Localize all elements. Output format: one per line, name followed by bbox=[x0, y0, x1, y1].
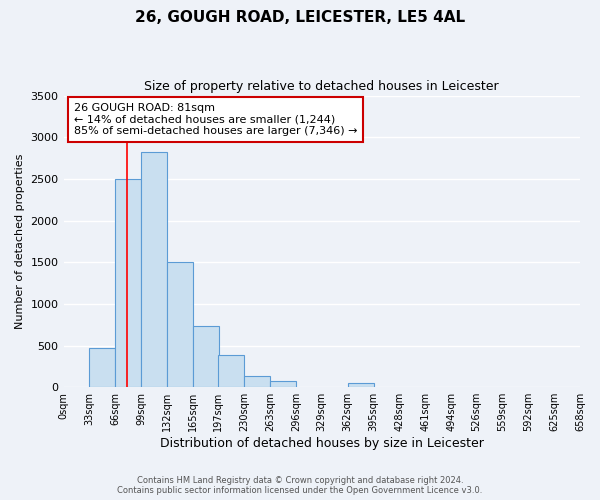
Title: Size of property relative to detached houses in Leicester: Size of property relative to detached ho… bbox=[145, 80, 499, 93]
Text: 26, GOUGH ROAD, LEICESTER, LE5 4AL: 26, GOUGH ROAD, LEICESTER, LE5 4AL bbox=[135, 10, 465, 25]
Bar bbox=[218, 354, 244, 387]
Bar bbox=[89, 348, 115, 387]
Bar bbox=[141, 152, 167, 387]
X-axis label: Distribution of detached houses by size in Leicester: Distribution of detached houses by size … bbox=[160, 437, 484, 450]
Y-axis label: Number of detached properties: Number of detached properties bbox=[15, 154, 25, 329]
Text: Contains HM Land Registry data © Crown copyright and database right 2024.
Contai: Contains HM Land Registry data © Crown c… bbox=[118, 476, 482, 495]
Bar bbox=[270, 381, 296, 387]
Bar bbox=[347, 382, 374, 387]
Bar bbox=[115, 179, 141, 387]
Bar bbox=[167, 262, 193, 387]
Bar bbox=[244, 376, 270, 387]
Text: 26 GOUGH ROAD: 81sqm
← 14% of detached houses are smaller (1,244)
85% of semi-de: 26 GOUGH ROAD: 81sqm ← 14% of detached h… bbox=[74, 103, 358, 136]
Bar bbox=[193, 326, 219, 387]
